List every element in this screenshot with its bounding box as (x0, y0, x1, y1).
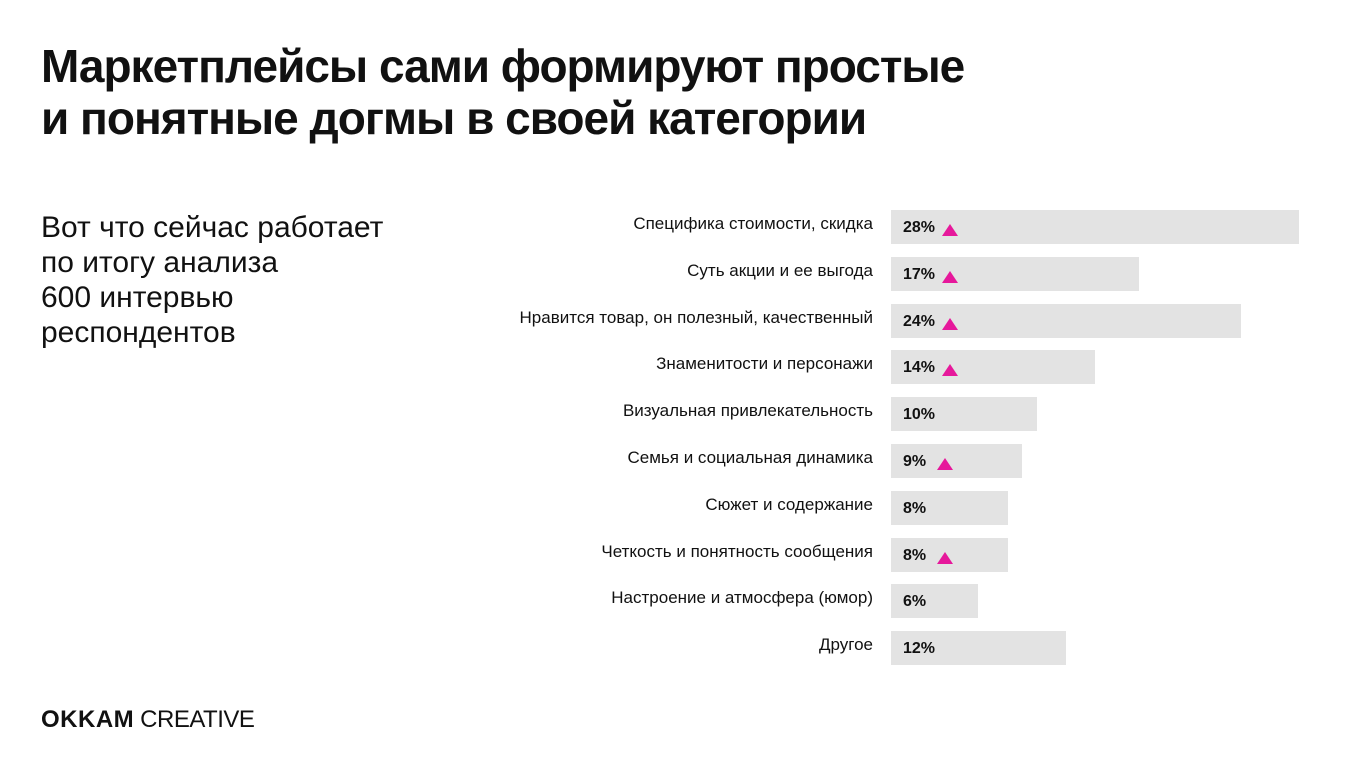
bar (891, 444, 1023, 478)
up-triangle-icon (937, 551, 953, 564)
up-triangle-icon (942, 224, 958, 236)
category-label: Нравится товар, он полезный, качественны… (519, 307, 873, 327)
bar (891, 584, 979, 619)
value-label: 14% (903, 359, 936, 377)
logo-suffix: CREATIVE (140, 706, 255, 733)
category-label: Визуальная привлекательность (622, 401, 873, 421)
bar-row: Настроение и атмосфера (юмор) 6% (0, 584, 1360, 619)
subtitle-line-2: по итогу анализа (41, 246, 279, 279)
category-label: Четкость и понятность сообщения (601, 541, 873, 561)
up-triangle-icon (942, 364, 958, 377)
value-label: 10% (903, 406, 936, 424)
bar (891, 210, 1299, 244)
subtitle: Вот что сейчас работает по итогу анализа… (41, 210, 461, 350)
bar-row: Другое 12% (0, 631, 1360, 666)
value-label: 28% (903, 219, 936, 236)
value-label: 6% (903, 593, 927, 611)
up-triangle-icon (937, 458, 953, 470)
value-label: 12% (903, 640, 936, 658)
bar-row: Визуальная привлекательность 10% (0, 397, 1360, 432)
title-line-1: Маркетплейсы сами формируют простые (41, 40, 965, 92)
subtitle-line-3: 600 интервью (41, 281, 234, 314)
category-label: Другое (818, 635, 873, 655)
bar-row: Специфика стоимости, скидка 28% (0, 210, 1360, 244)
category-label: Специфика стоимости, скидка (633, 214, 873, 233)
bar-row: Суть акции и ее выгода 17% (0, 256, 1360, 291)
bar (891, 350, 1095, 385)
title-line-2: и понятные догмы в своей категории (41, 92, 867, 144)
bar (891, 397, 1037, 432)
category-label: Настроение и атмосфера (юмор) (611, 588, 873, 608)
bar (891, 490, 1008, 525)
subtitle-line-1: Вот что сейчас работает (41, 211, 384, 244)
bar-row: Сюжет и содержание 8% (0, 490, 1360, 525)
category-label: Знаменитости и персонажи (656, 354, 873, 374)
up-triangle-icon (942, 317, 958, 330)
category-label: Суть акции и ее выгода (687, 260, 873, 280)
bar-row: Четкость и понятность сообщения 8% (0, 537, 1360, 572)
value-label: 24% (903, 312, 936, 330)
category-label: Семья и социальная динамика (627, 448, 873, 467)
value-label: 8% (903, 546, 927, 564)
value-label: 8% (903, 499, 927, 517)
bar (891, 256, 1139, 291)
page-title: Маркетплейсы сами формируют простые и по… (41, 40, 1141, 144)
bar-row: Нравится товар, он полезный, качественны… (0, 303, 1360, 338)
subtitle-line-4: респондентов (41, 316, 236, 349)
category-label: Сюжет и содержание (705, 494, 873, 514)
value-label: 9% (903, 453, 927, 470)
bar-row: Семья и социальная динамика 9% (0, 444, 1360, 478)
bar-row: Знаменитости и персонажи 14% (0, 350, 1360, 385)
bar (891, 631, 1066, 666)
logo-brand: OKKAM (41, 706, 135, 733)
value-label: 17% (903, 265, 936, 283)
up-triangle-icon (942, 270, 958, 283)
okkam-creative-logo: OKKAM CREATIVE (41, 705, 255, 735)
